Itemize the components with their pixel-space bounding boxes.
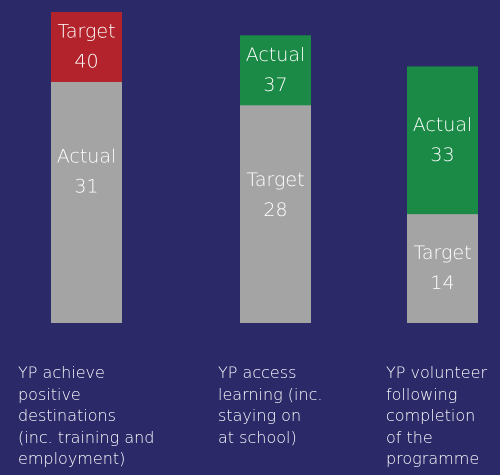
segment-value: 28 xyxy=(263,199,287,221)
segment-name: Actual xyxy=(57,145,117,167)
segment-value: 14 xyxy=(430,272,454,294)
segment-name: Actual xyxy=(413,114,473,136)
segment-value: 33 xyxy=(430,144,454,166)
segment-name: Target xyxy=(57,20,115,42)
category-label: YP volunteer following completion of the… xyxy=(386,363,488,468)
segment-value: 40 xyxy=(74,50,98,72)
segment-name: Target xyxy=(246,169,304,191)
segment-value: 31 xyxy=(74,175,98,197)
category-label: YP access learning (inc. staying on at s… xyxy=(218,363,323,447)
bar xyxy=(407,214,478,323)
bar xyxy=(51,81,122,323)
segment-name: Actual xyxy=(246,44,306,66)
segment-name: Target xyxy=(413,242,471,264)
bar xyxy=(240,105,311,323)
category-label: YP achieve positive destinations (inc. t… xyxy=(18,363,155,468)
segment-value: 37 xyxy=(263,74,287,96)
